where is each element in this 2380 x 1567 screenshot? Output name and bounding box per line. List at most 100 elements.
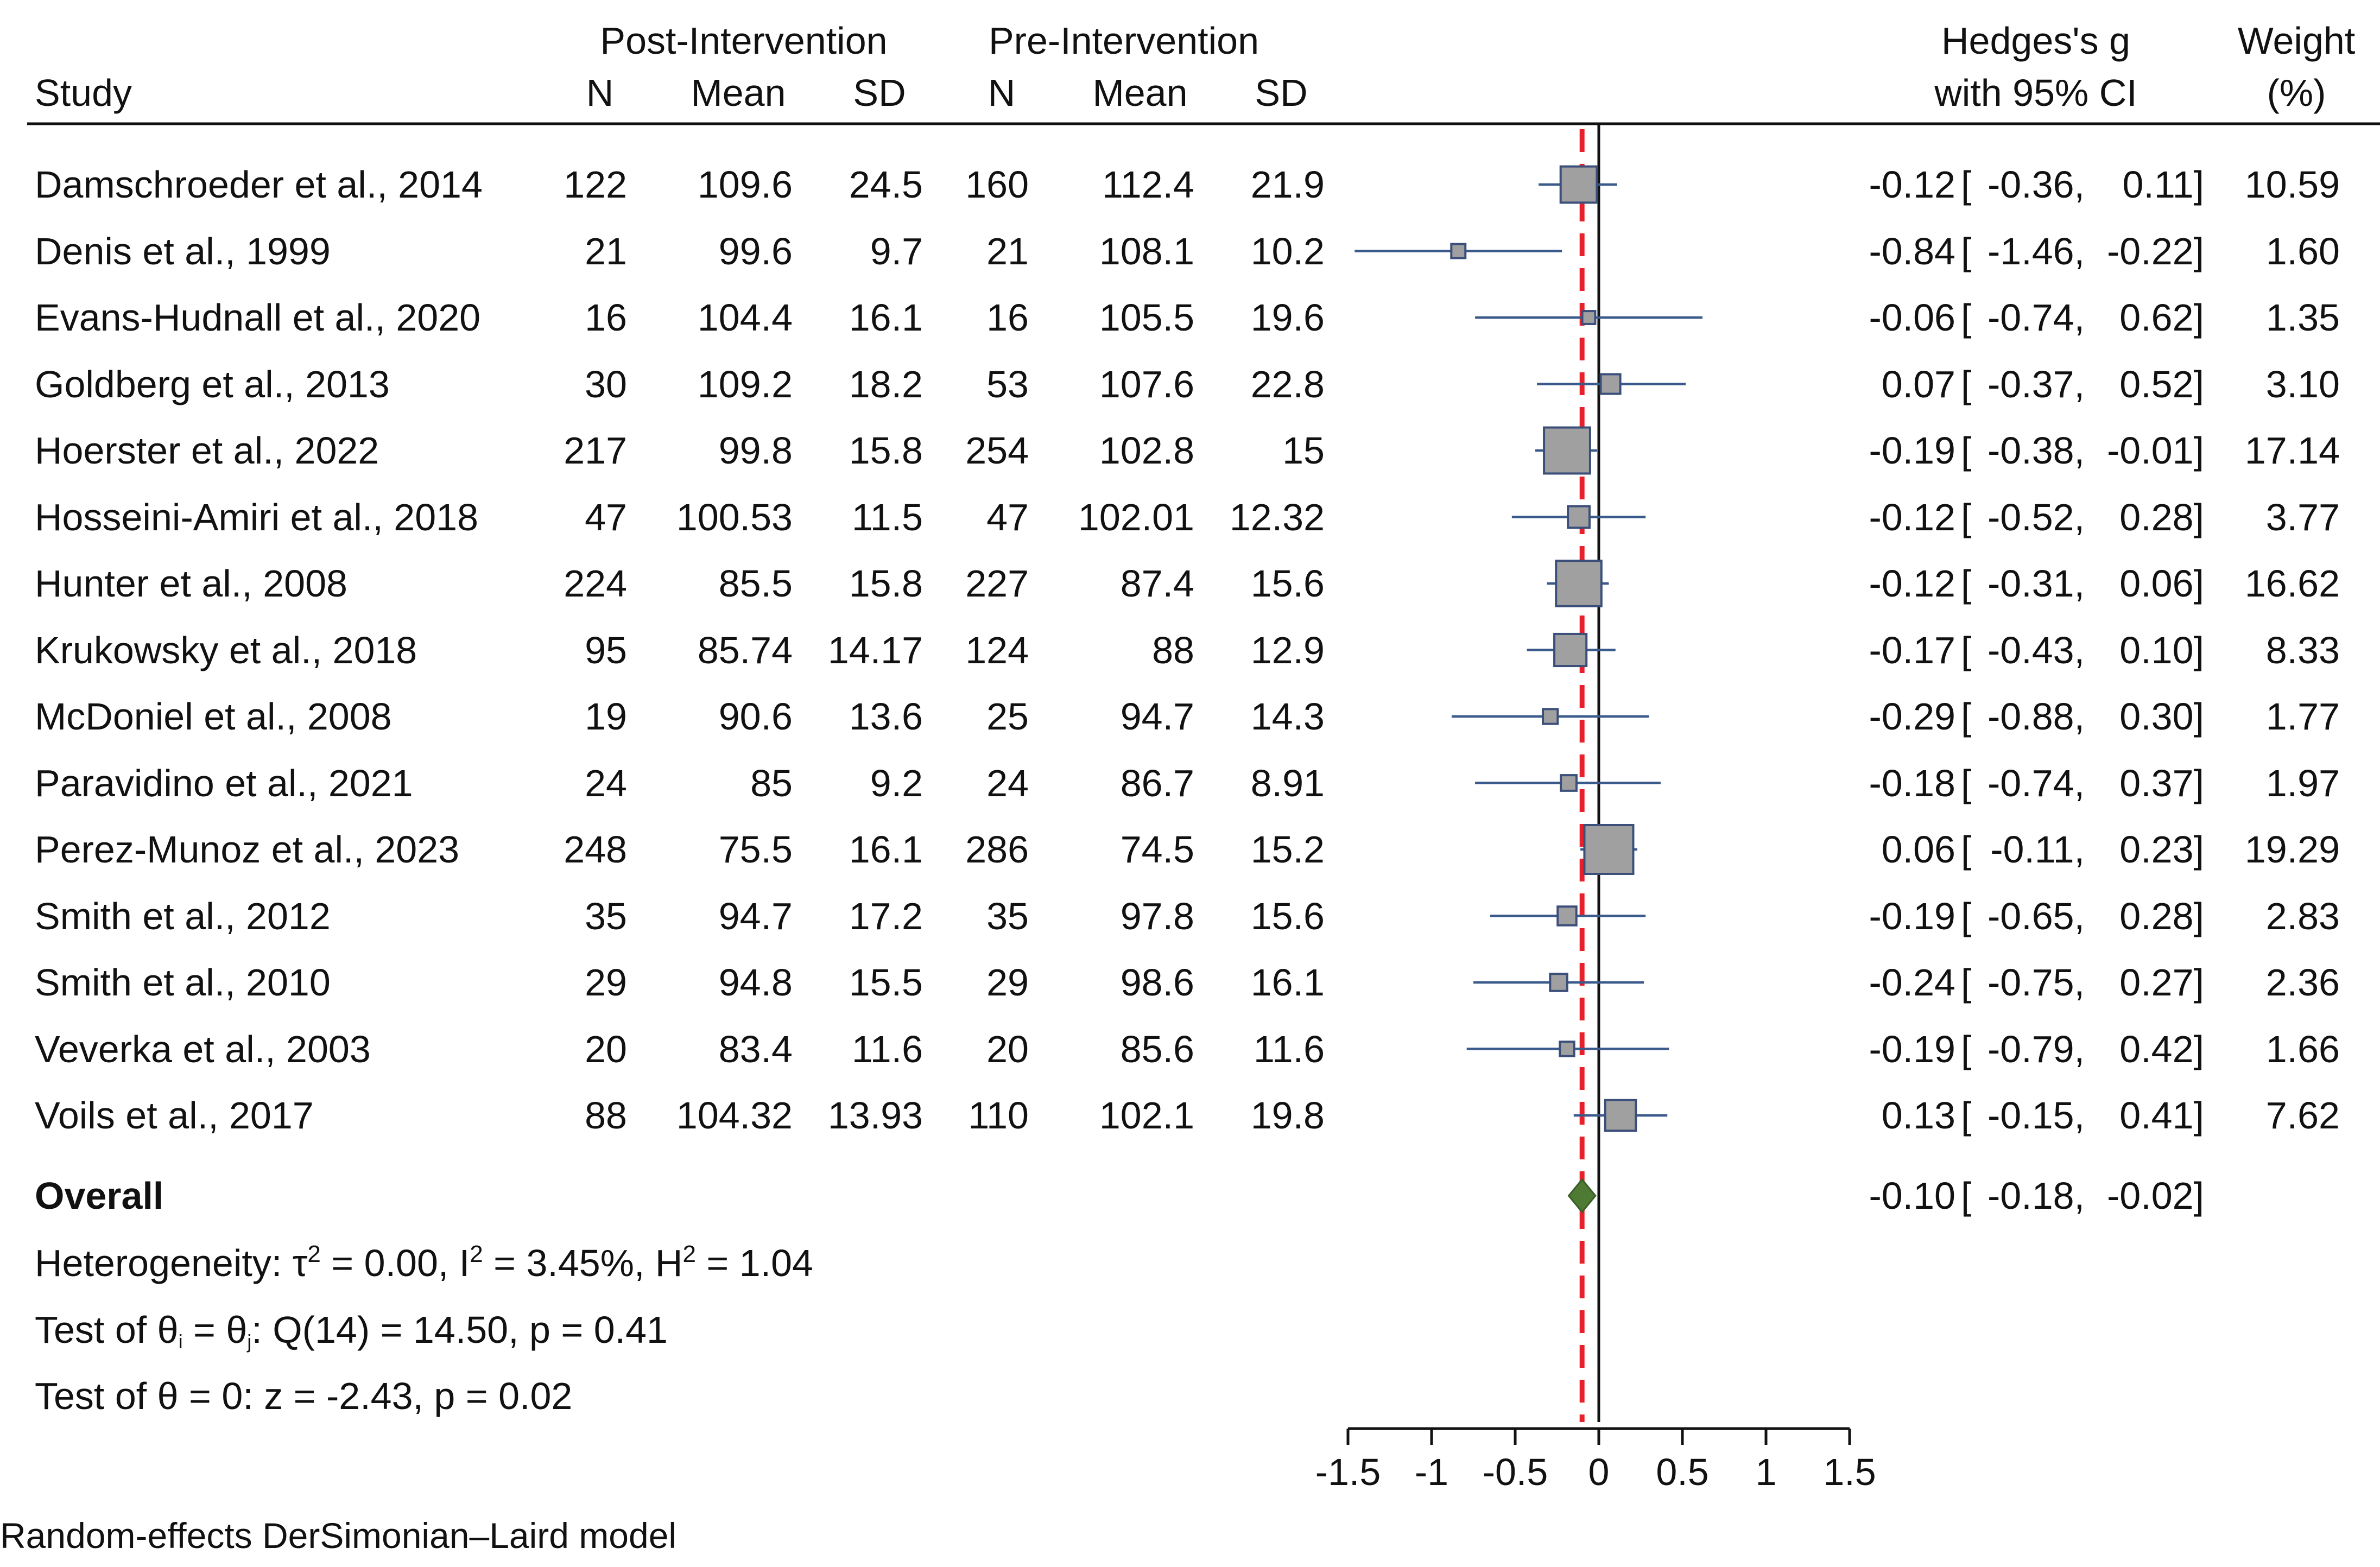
study-marker	[1567, 505, 1591, 529]
effect-g: -0.12	[1869, 163, 1955, 206]
plot-marks	[1346, 124, 1851, 1445]
study-name: Voils et al., 2017	[35, 1094, 314, 1137]
weight: 3.77	[2265, 496, 2340, 538]
x-tick-label: -1.5	[1315, 1451, 1381, 1493]
post-sd: 15.5	[849, 961, 923, 1004]
weight: 1.35	[2265, 296, 2340, 339]
overall-hi: -0.02]	[2107, 1175, 2204, 1217]
group-header-post: Post-Intervention	[600, 20, 888, 62]
pre-sd: 11.6	[1253, 1027, 1325, 1070]
pre-mean: 87.4	[1120, 562, 1194, 605]
pre-n: 47	[986, 496, 1029, 538]
pre-mean: 102.1	[1099, 1094, 1194, 1137]
effect-g: -0.18	[1869, 762, 1955, 804]
post-sd: 9.7	[870, 230, 923, 272]
ci-lower: -0.65,	[1987, 894, 2085, 937]
study-name: Smith et al., 2010	[35, 961, 331, 1004]
ci-bracket: [	[1961, 429, 1972, 472]
column-header-post-mean: Mean	[691, 72, 786, 114]
pre-n: 20	[986, 1027, 1029, 1070]
ci-upper: 0.27]	[2119, 961, 2204, 1004]
pre-mean: 94.7	[1120, 695, 1194, 738]
post-sd: 11.6	[851, 1027, 923, 1070]
effect-g: -0.19	[1869, 429, 1955, 472]
post-mean: 109.6	[697, 163, 793, 206]
study-name: Evans-Hudnall et al., 2020	[35, 296, 481, 339]
ci-upper: 0.11]	[2122, 163, 2205, 206]
column-header-pre-n: N	[988, 72, 1016, 114]
overall-diamond	[1567, 1178, 1597, 1214]
pre-sd: 15.6	[1250, 562, 1325, 605]
ci-upper: 0.06]	[2119, 562, 2204, 605]
pre-mean: 74.5	[1120, 828, 1194, 871]
pre-n: 29	[986, 961, 1029, 1004]
x-tick-label: -1	[1414, 1451, 1449, 1493]
study-marker	[1549, 973, 1568, 992]
study-name: McDoniel et al., 2008	[35, 695, 392, 738]
study-name: Denis et al., 1999	[35, 230, 331, 272]
effect-g: -0.06	[1869, 296, 1955, 339]
study-marker	[1553, 632, 1588, 668]
ci-bracket: [	[1961, 562, 1972, 605]
post-n: 19	[585, 695, 627, 738]
study-name: Hosseini-Amiri et al., 2018	[35, 496, 478, 538]
pre-sd: 15.6	[1250, 894, 1325, 937]
ci-bracket: [	[1961, 961, 1972, 1004]
study-name: Perez-Munoz et al., 2023	[35, 828, 460, 871]
ci-lower: -0.36,	[1987, 163, 2085, 206]
overall-bracket: [	[1961, 1175, 1972, 1217]
study-marker	[1559, 165, 1598, 204]
pre-mean: 102.01	[1078, 496, 1194, 538]
post-mean: 85	[750, 762, 793, 804]
study-marker	[1559, 1041, 1575, 1057]
weight: 7.62	[2265, 1094, 2340, 1137]
post-n: 88	[585, 1094, 627, 1137]
study-name: Hunter et al., 2008	[35, 562, 347, 605]
study-name: Hoerster et al., 2022	[35, 429, 379, 472]
column-header-post-n: N	[586, 72, 614, 114]
study-marker	[1599, 373, 1622, 395]
post-mean: 99.8	[718, 429, 793, 472]
overall-g: -0.10	[1869, 1175, 1955, 1217]
column-header-effect-2: with 95% CI	[1934, 72, 2137, 114]
study-marker	[1542, 708, 1559, 725]
ci-lower: -0.31,	[1987, 562, 2085, 605]
pre-n: 25	[986, 695, 1029, 738]
pre-sd: 22.8	[1250, 363, 1325, 405]
ci-upper: 0.41]	[2119, 1094, 2204, 1137]
weight: 16.62	[2244, 562, 2340, 605]
post-n: 95	[585, 629, 627, 671]
x-tick-label: 0.5	[1656, 1451, 1709, 1493]
ci-upper: 0.42]	[2119, 1027, 2204, 1070]
effect-g: 0.06	[1881, 828, 1955, 871]
ci-lower: -0.79,	[1987, 1027, 2085, 1070]
post-n: 217	[564, 429, 627, 472]
post-mean: 85.5	[718, 562, 793, 605]
ci-upper: 0.23]	[2119, 828, 2204, 871]
pre-mean: 108.1	[1099, 230, 1194, 272]
post-n: 20	[585, 1027, 627, 1070]
ci-upper: -0.22]	[2107, 230, 2204, 272]
pre-mean: 86.7	[1120, 762, 1194, 804]
post-n: 16	[585, 296, 627, 339]
column-header-weight-2: (%)	[2267, 72, 2326, 114]
ci-bracket: [	[1961, 163, 1972, 206]
column-header-weight-1: Weight	[2237, 20, 2356, 62]
post-mean: 85.74	[697, 629, 793, 671]
ci-bracket: [	[1961, 1027, 1972, 1070]
effect-g: -0.24	[1869, 961, 1955, 1004]
pre-n: 227	[965, 562, 1029, 605]
pre-sd: 21.9	[1250, 163, 1325, 206]
post-mean: 109.2	[697, 363, 793, 405]
ci-lower: -0.37,	[1987, 363, 2085, 405]
study-marker	[1555, 560, 1603, 607]
ci-upper: 0.30]	[2119, 695, 2204, 738]
column-header-pre-mean: Mean	[1092, 72, 1188, 114]
post-mean: 99.6	[718, 230, 793, 272]
pre-n: 53	[986, 363, 1029, 405]
weight: 2.83	[2265, 894, 2340, 937]
post-n: 29	[585, 961, 627, 1004]
effect-g: 0.07	[1881, 363, 1955, 405]
study-name: Goldberg et al., 2013	[35, 363, 390, 405]
